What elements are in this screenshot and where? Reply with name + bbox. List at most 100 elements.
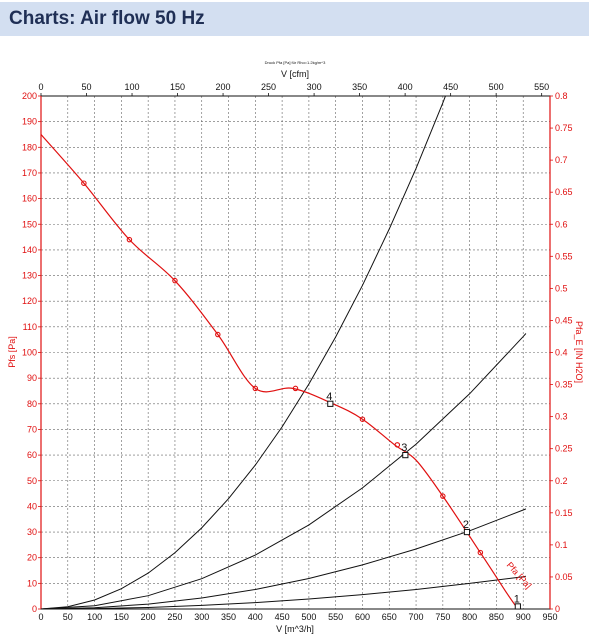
x-tick-label: 200	[141, 612, 156, 622]
operating-point-marker	[402, 452, 409, 459]
x-tick-label: 350	[221, 612, 236, 622]
y-left-tick-label: 140	[22, 245, 37, 255]
x-tick-label: 450	[275, 612, 290, 622]
fan-curve-name: Pfa [Pa]	[505, 560, 534, 590]
operating-point-marker	[327, 400, 334, 407]
y-axis-right-label: Pfa_E [IN H2O]	[574, 321, 584, 383]
system-curve-line	[41, 575, 526, 609]
fan-curve-layer: Pfa [Pa]	[40, 134, 534, 610]
y-left-tick-label: 90	[27, 373, 37, 383]
fan-curve-marker	[359, 416, 366, 422]
y-right-tick-label: 0.15	[555, 508, 573, 518]
y-left-tick-label: 70	[27, 424, 37, 434]
y-right-tick-label: 0.4	[555, 348, 568, 358]
fan-curve-marker	[440, 493, 446, 499]
y-left-tick-label: 80	[27, 399, 37, 409]
x-tick-label: 0	[38, 612, 43, 622]
x-tick-label: 650	[382, 612, 397, 622]
system-curves-layer	[41, 96, 527, 609]
fan-curve-marker	[126, 236, 133, 243]
x-axis-label: V [m^3/h]	[276, 624, 314, 634]
x-tick-label: 800	[462, 612, 477, 622]
y-right-tick-label: 0.65	[555, 187, 573, 197]
system-curve-line	[41, 508, 527, 609]
operating-point-marker	[463, 528, 471, 536]
x-tick-label: 550	[328, 612, 343, 622]
x-tick-label: 50	[63, 612, 73, 622]
y-left-tick-label: 0	[32, 604, 37, 614]
y-left-tick-label: 40	[27, 501, 37, 511]
x-tick-label: 700	[409, 612, 424, 622]
y-left-tick-label: 170	[22, 168, 37, 178]
y-right-tick-label: 0.35	[555, 380, 573, 390]
top-axis-label: V [cfm]	[281, 69, 309, 79]
top-tick-label: 250	[261, 82, 276, 92]
top-tick-label: 200	[216, 82, 231, 92]
y-right-tick-label: 0.2	[555, 476, 568, 486]
y-left-tick-label: 160	[22, 194, 37, 204]
operating-point-label: 1	[514, 593, 520, 605]
y-right-tick-label: 0.5	[555, 283, 568, 293]
y-left-tick-label: 130	[22, 271, 37, 281]
x-tick-label: 100	[87, 612, 102, 622]
top-tick-label: 500	[489, 82, 504, 92]
top-tick-label: 400	[398, 82, 413, 92]
x-tick-label: 950	[542, 612, 557, 622]
y-left-tick-label: 100	[22, 348, 37, 358]
y-right-tick-label: 0.6	[555, 219, 568, 229]
y-right-tick-label: 0.55	[555, 251, 573, 261]
y-right-tick-label: 0.05	[555, 572, 573, 582]
top-tick-label: 450	[443, 82, 458, 92]
fan-curve-marker	[81, 180, 87, 186]
y-right-tick-label: 0.75	[555, 123, 573, 133]
y-left-tick-label: 50	[27, 476, 37, 486]
y-right-tick-label: 0.3	[555, 412, 568, 422]
chart-header-note: Druck Pfa [Pa] für Rho=1.2kg/m^3	[265, 60, 326, 65]
fan-curve-marker	[477, 549, 484, 556]
x-tick-label: 150	[114, 612, 129, 622]
y-right-tick-label: 0.1	[555, 540, 568, 550]
title-band	[0, 2, 589, 36]
y-left-tick-label: 10	[27, 578, 37, 588]
grid-layer	[41, 96, 550, 609]
x-tick-label: 900	[516, 612, 531, 622]
page-title: Charts: Air flow 50 Hz	[9, 8, 205, 29]
x-tick-label: 600	[355, 612, 370, 622]
top-tick-label: 350	[352, 82, 367, 92]
y-axis-left-label: Pfs [Pa]	[7, 336, 17, 368]
system-curve-line	[41, 333, 527, 609]
top-tick-label: 50	[82, 82, 92, 92]
operating-point-marker	[514, 603, 521, 610]
y-right-tick-label: 0.25	[555, 444, 573, 454]
y-left-tick-label: 180	[22, 142, 37, 152]
system-curve-line	[41, 96, 446, 609]
top-tick-label: 550	[534, 82, 549, 92]
x-tick-label: 300	[194, 612, 209, 622]
axes-layer: 0 50 100 150 200 250 300 350 400 450 500 550 600 650 7…	[22, 82, 573, 622]
operating-points-layer: 1 2 3 4	[326, 391, 521, 610]
y-left-tick-label: 60	[27, 450, 37, 460]
operating-point-label: 3	[401, 442, 407, 454]
y-right-tick-label: 0	[555, 604, 560, 614]
x-tick-label: 250	[167, 612, 182, 622]
y-left-tick-label: 190	[22, 117, 37, 127]
y-right-tick-label: 0.7	[555, 155, 568, 165]
operating-point-label: 4	[326, 391, 332, 403]
top-tick-label: 100	[125, 82, 140, 92]
x-tick-label: 500	[301, 612, 316, 622]
y-right-tick-label: 0.8	[555, 91, 568, 101]
operating-point-label: 2	[463, 519, 469, 531]
fan-curve-marker	[394, 442, 401, 448]
y-left-tick-label: 150	[22, 219, 37, 229]
fan-curve-marker	[172, 277, 178, 284]
fan-curve-line	[40, 134, 519, 610]
fan-curve-marker	[252, 385, 259, 392]
y-left-tick-label: 110	[23, 322, 37, 332]
y-left-tick-label: 30	[27, 527, 37, 537]
y-left-tick-label: 120	[22, 296, 37, 306]
x-tick-label: 850	[489, 612, 504, 622]
x-tick-label: 400	[248, 612, 263, 622]
y-left-tick-label: 200	[22, 91, 37, 101]
top-tick-label: 300	[307, 82, 322, 92]
